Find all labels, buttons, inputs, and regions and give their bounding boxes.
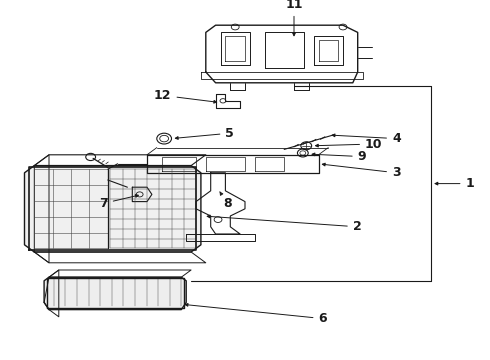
Circle shape <box>157 133 172 144</box>
Text: 9: 9 <box>312 150 367 163</box>
Text: 11: 11 <box>285 0 303 36</box>
Text: 2: 2 <box>207 215 362 233</box>
Text: 12: 12 <box>154 89 217 103</box>
Text: 7: 7 <box>99 194 138 210</box>
Text: 8: 8 <box>220 192 232 210</box>
Text: 1: 1 <box>435 177 474 190</box>
Polygon shape <box>44 277 186 310</box>
Text: 6: 6 <box>185 303 327 325</box>
Text: 3: 3 <box>322 163 401 179</box>
Text: 4: 4 <box>332 132 401 145</box>
Text: 10: 10 <box>316 138 383 150</box>
Polygon shape <box>24 166 201 252</box>
Text: 5: 5 <box>175 127 234 140</box>
